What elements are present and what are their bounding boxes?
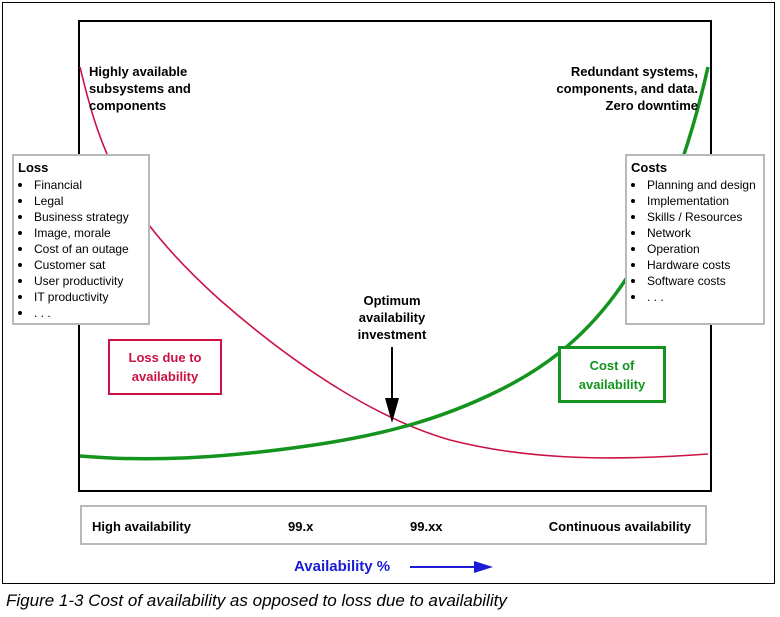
list-item: Customer sat xyxy=(18,257,148,273)
list-item: Financial xyxy=(18,177,148,193)
list-item: Software costs xyxy=(631,273,763,289)
list-item: . . . xyxy=(18,305,148,321)
list-item: Operation xyxy=(631,241,763,257)
loss-list: Financial Legal Business strategy Image,… xyxy=(14,177,148,321)
scale-continuous: Continuous availability xyxy=(548,519,691,534)
loss-box-title: Loss xyxy=(18,160,49,175)
list-item: Cost of an outage xyxy=(18,241,148,257)
scale-99x: 99.x xyxy=(288,519,314,534)
figure-caption: Figure 1-3 Cost of availability as oppos… xyxy=(6,591,507,610)
list-item: Legal xyxy=(18,193,148,209)
costs-box: Costs Planning and design Implementation… xyxy=(625,154,765,325)
list-item: Planning and design xyxy=(631,177,763,193)
top-left-label: Highly available subsystems and componen… xyxy=(89,64,191,113)
list-item: Network xyxy=(631,225,763,241)
loss-tag: Loss due to availability xyxy=(108,339,222,395)
scale-99xx: 99.xx xyxy=(410,519,443,534)
figure-frame xyxy=(2,2,775,584)
list-item: Implementation xyxy=(631,193,763,209)
list-item: Hardware costs xyxy=(631,257,763,273)
loss-box: Loss Financial Legal Business strategy I… xyxy=(12,154,150,325)
availability-axis-title: Availability % xyxy=(294,558,391,575)
scale-high: High availability xyxy=(92,519,191,534)
list-item: Image, morale xyxy=(18,225,148,241)
plot-area xyxy=(78,20,712,492)
cost-tag: Cost of availability xyxy=(558,346,666,403)
optimum-label: Optimum availability investment xyxy=(357,293,427,342)
costs-list: Planning and design Implementation Skill… xyxy=(627,177,763,305)
list-item: Skills / Resources xyxy=(631,209,763,225)
list-item: . . . xyxy=(631,289,763,305)
availability-arrow-head xyxy=(474,561,493,573)
top-right-label: Redundant systems, components, and data.… xyxy=(556,64,698,113)
optimum-arrow-head xyxy=(385,398,399,423)
list-item: Business strategy xyxy=(18,209,148,225)
availability-scale: High availability 99.x 99.xx Continuous … xyxy=(80,505,707,545)
list-item: User productivity xyxy=(18,273,148,289)
list-item: IT productivity xyxy=(18,289,148,305)
costs-box-title: Costs xyxy=(631,160,668,175)
